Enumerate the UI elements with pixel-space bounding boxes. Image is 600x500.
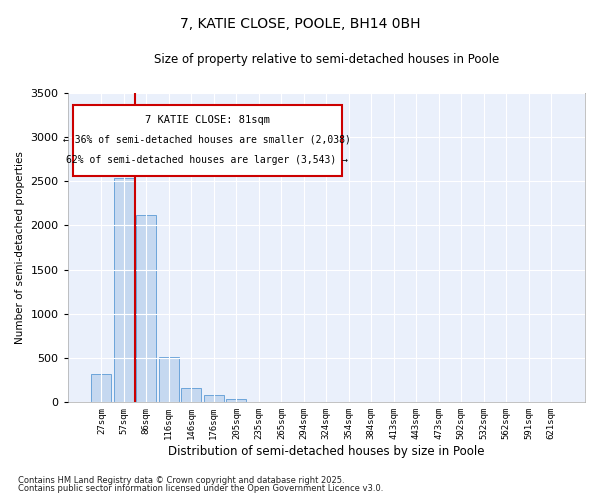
FancyBboxPatch shape: [73, 106, 342, 176]
Text: 7, KATIE CLOSE, POOLE, BH14 0BH: 7, KATIE CLOSE, POOLE, BH14 0BH: [180, 18, 420, 32]
Text: ← 36% of semi-detached houses are smaller (2,038): ← 36% of semi-detached houses are smalle…: [64, 134, 352, 144]
Y-axis label: Number of semi-detached properties: Number of semi-detached properties: [15, 151, 25, 344]
Bar: [91, 374, 112, 402]
Text: Contains public sector information licensed under the Open Government Licence v3: Contains public sector information licen…: [18, 484, 383, 493]
Text: Contains HM Land Registry data © Crown copyright and database right 2025.: Contains HM Land Registry data © Crown c…: [18, 476, 344, 485]
Bar: [159, 357, 179, 402]
Text: 62% of semi-detached houses are larger (3,543) →: 62% of semi-detached houses are larger (…: [67, 155, 349, 165]
Bar: [114, 178, 134, 402]
Bar: [136, 215, 157, 402]
Bar: [226, 398, 247, 402]
Text: 7 KATIE CLOSE: 81sqm: 7 KATIE CLOSE: 81sqm: [145, 114, 270, 124]
Bar: [181, 388, 202, 402]
Title: Size of property relative to semi-detached houses in Poole: Size of property relative to semi-detach…: [154, 52, 499, 66]
X-axis label: Distribution of semi-detached houses by size in Poole: Distribution of semi-detached houses by …: [168, 444, 485, 458]
Bar: [204, 395, 224, 402]
